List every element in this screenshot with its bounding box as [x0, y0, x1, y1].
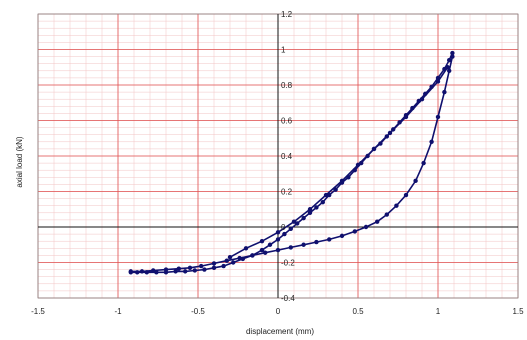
- y-tick-label: 1: [281, 46, 286, 55]
- y-tick-label: 0.8: [281, 81, 293, 90]
- data-point: [387, 130, 393, 136]
- data-point: [128, 270, 133, 275]
- data-point: [450, 54, 455, 59]
- data-point: [176, 266, 181, 271]
- data-point: [183, 269, 188, 274]
- data-point: [139, 269, 145, 274]
- y-tick-label: 0: [281, 223, 286, 232]
- data-point: [314, 239, 319, 245]
- data-point: [221, 263, 226, 269]
- data-point: [291, 219, 297, 224]
- data-point: [231, 260, 236, 265]
- y-tick-label: 0.4: [281, 152, 293, 161]
- data-point: [355, 162, 361, 168]
- chart-series: [128, 50, 455, 275]
- data-point: [163, 270, 169, 275]
- x-tick-label: -1: [114, 307, 122, 316]
- data-point: [421, 160, 426, 166]
- data-point: [307, 207, 313, 212]
- data-point: [435, 79, 441, 84]
- x-tick-label: 1.5: [512, 307, 524, 316]
- data-point: [192, 268, 197, 273]
- x-tick-label: -1.5: [31, 307, 45, 316]
- x-tick-label: 0: [276, 307, 281, 316]
- data-point: [240, 256, 245, 262]
- data-point: [135, 270, 140, 275]
- data-point: [301, 242, 306, 247]
- data-point: [323, 192, 329, 198]
- x-tick-label: 0.5: [352, 307, 364, 316]
- data-point: [227, 254, 233, 260]
- data-point: [202, 267, 207, 272]
- data-point: [375, 219, 380, 224]
- data-point: [275, 247, 281, 253]
- y-tick-label: 0.6: [281, 117, 293, 126]
- data-point: [435, 114, 441, 120]
- y-tick-label: 1.2: [281, 10, 293, 19]
- data-point: [259, 239, 265, 244]
- data-point: [442, 89, 447, 95]
- data-point: [173, 269, 178, 274]
- data-point: [151, 268, 156, 273]
- series-line: [130, 52, 454, 274]
- data-point: [263, 250, 268, 255]
- data-point: [314, 205, 319, 210]
- y-tick-label: -0.2: [281, 259, 295, 268]
- data-point: [275, 237, 281, 242]
- data-point: [320, 199, 325, 205]
- data-point: [413, 178, 418, 184]
- chart-ticks: -1.5 -1 -0.5 0 0.5 1 1.5 -0.4 -0.2 0 0.2 0.4 0.6 0.8 1…: [31, 10, 524, 316]
- data-point: [187, 265, 193, 271]
- y-tick-label: 0.2: [281, 188, 293, 197]
- data-point: [199, 263, 204, 269]
- series-line: [229, 66, 449, 258]
- data-point: [250, 253, 255, 258]
- data-point: [419, 97, 425, 102]
- x-axis-label: displacement (mm): [246, 327, 314, 336]
- data-point: [307, 210, 313, 215]
- data-point: [445, 65, 450, 70]
- data-point: [339, 233, 345, 239]
- x-tick-label: -0.5: [191, 307, 205, 316]
- data-point: [447, 57, 452, 63]
- data-point: [211, 265, 217, 271]
- data-point: [282, 231, 287, 237]
- data-point: [394, 203, 399, 208]
- y-axis-label: axial load (kN): [15, 136, 24, 187]
- data-point: [154, 270, 159, 275]
- data-point: [447, 68, 452, 74]
- data-point: [363, 224, 369, 230]
- y-tick-label: -0.4: [281, 294, 295, 303]
- data-point: [288, 226, 293, 231]
- data-point: [339, 178, 345, 184]
- data-point: [403, 192, 409, 198]
- data-point: [267, 242, 273, 247]
- data-point: [243, 246, 249, 251]
- data-point: [144, 270, 149, 275]
- data-point: [371, 146, 377, 152]
- data-point: [295, 221, 300, 226]
- x-tick-label: 1: [436, 307, 441, 316]
- data-point: [352, 229, 357, 234]
- data-point: [327, 237, 332, 242]
- data-point: [403, 114, 409, 120]
- data-point: [333, 187, 338, 192]
- data-point: [259, 247, 265, 253]
- data-point: [301, 215, 306, 221]
- data-point: [288, 245, 293, 250]
- data-point: [275, 230, 281, 235]
- data-point: [384, 212, 389, 217]
- data-point: [429, 139, 434, 144]
- data-point: [211, 261, 217, 266]
- data-point: [450, 50, 455, 56]
- data-point: [224, 258, 229, 263]
